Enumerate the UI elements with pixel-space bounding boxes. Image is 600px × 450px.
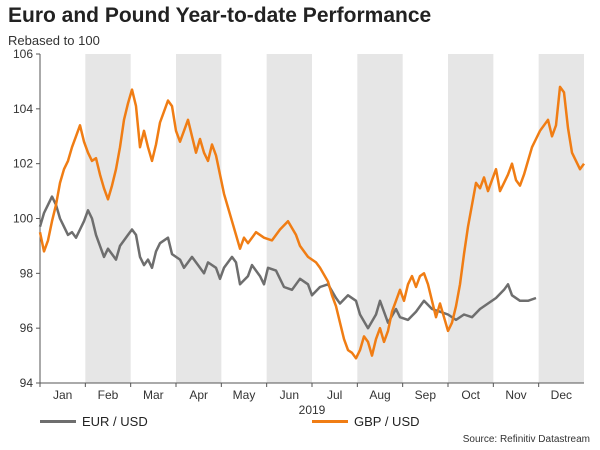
source-note: Source: Refinitiv Datastream [462,434,590,445]
y-tick-label: 94 [20,376,34,390]
y-tick-label: 96 [20,321,34,335]
x-tick-label-jun: Jun [280,388,299,402]
x-tick-label-jul: Jul [327,388,342,402]
legend-gbp: GBP / USD [312,414,420,429]
month-band-apr [176,54,222,383]
y-tick-label: 98 [20,266,34,280]
month-band-jun [266,54,312,383]
chart-subtitle: Rebased to 100 [8,33,100,48]
x-tick-label-dec: Dec [551,388,572,402]
y-tick-label: 102 [13,157,33,171]
x-tick-label-nov: Nov [505,388,526,402]
legend-label-gbp: GBP / USD [354,414,420,429]
month-band-aug [357,54,403,383]
x-tick-label-feb: Feb [98,388,119,402]
x-tick-label-mar: Mar [143,388,164,402]
y-tick-label: 104 [13,102,33,116]
x-tick-label-apr: Apr [189,388,208,402]
legend-swatch-eur [40,420,76,423]
month-band-dec [538,54,584,383]
y-tick-label: 100 [13,212,33,226]
x-axis-label: 2019 [299,403,326,417]
chart-title: Euro and Pound Year-to-date Performance [8,4,432,27]
x-tick-label-may: May [233,388,256,402]
y-tick-label: 106 [13,47,33,61]
series-line-gbp-usd [38,85,586,360]
series-line-eur-usd [38,195,537,330]
x-tick-label-oct: Oct [461,388,480,402]
legend-swatch-gbp [312,420,348,423]
x-tick-label-aug: Aug [369,388,390,402]
x-tick-label-jan: Jan [53,388,72,402]
x-tick-label-sep: Sep [415,388,437,402]
legend-eur: EUR / USD [40,414,148,429]
legend-label-eur: EUR / USD [82,414,148,429]
